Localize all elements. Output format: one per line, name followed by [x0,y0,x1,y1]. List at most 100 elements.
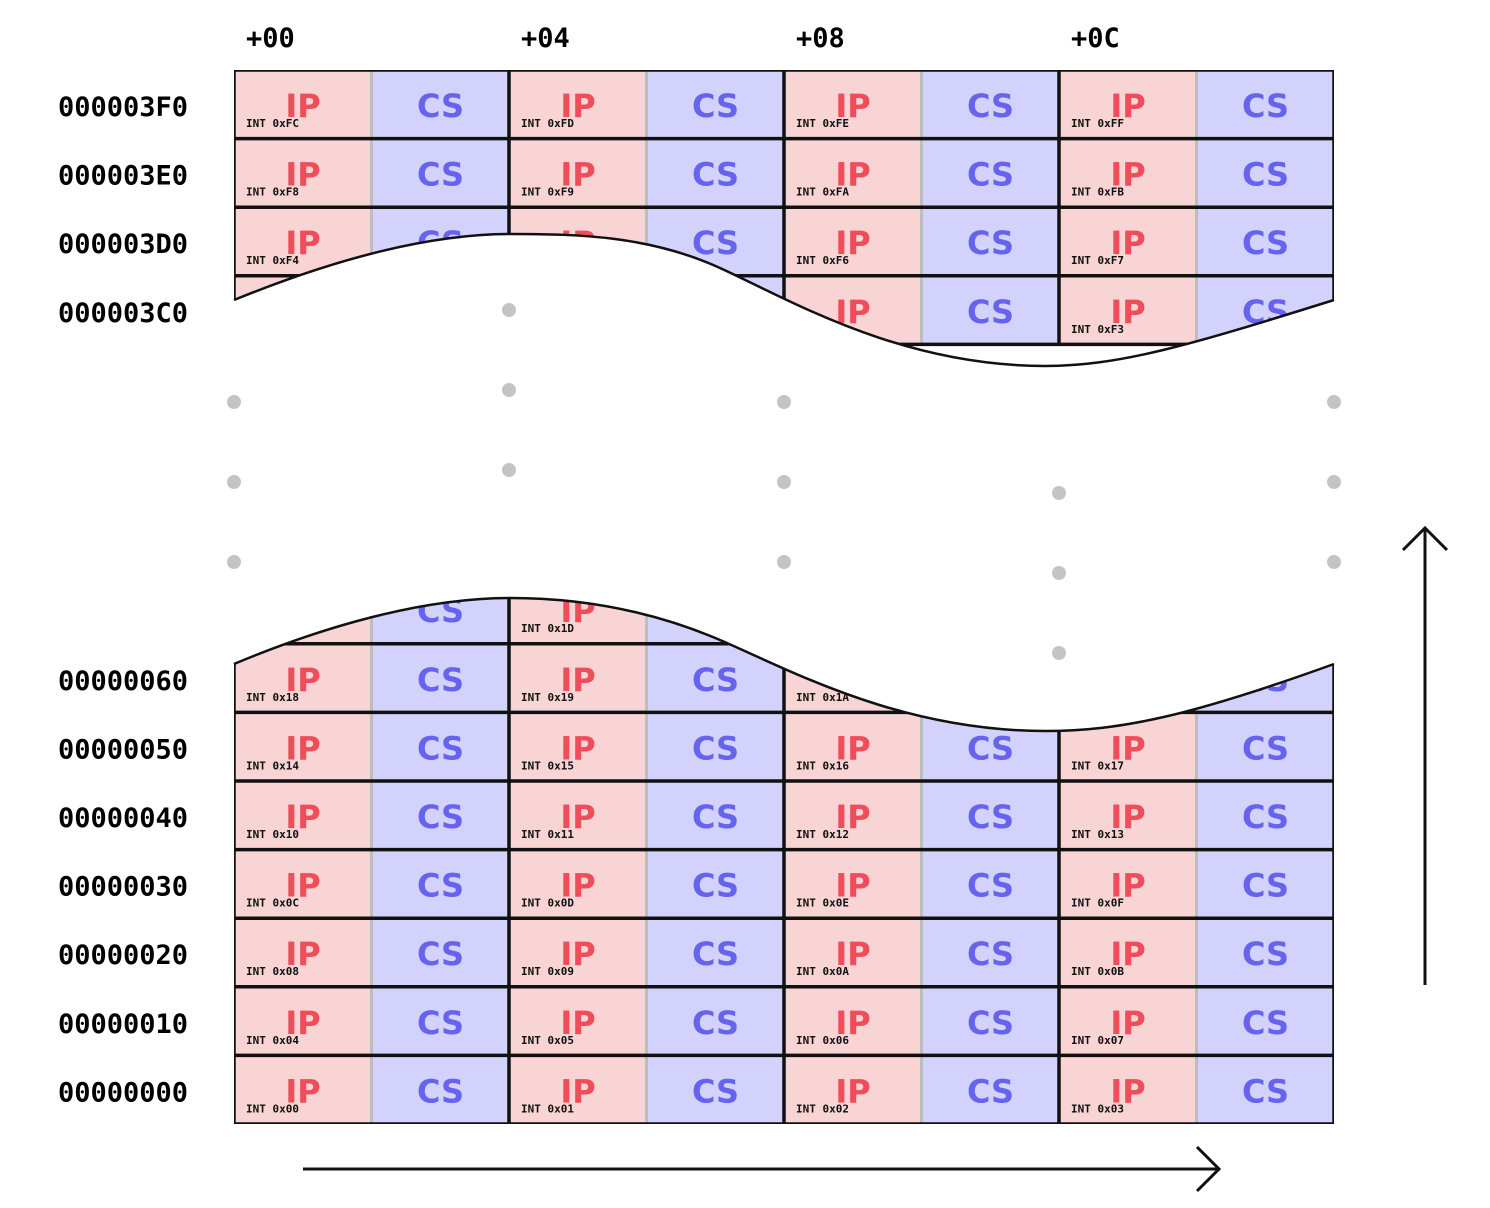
ellipsis-dot [777,555,791,569]
ellipsis-dot [1052,646,1066,660]
cs-cell [646,712,784,781]
cs-label: CS [417,87,464,125]
int-vector-label: INT 0xF4 [246,254,299,267]
cs-label: CS [1242,224,1289,262]
right-arrow-icon [303,1145,1222,1193]
ip-label: IP [285,224,320,262]
ip-label: IP [285,867,320,905]
int-vector-label: INT 0x13 [1071,828,1124,841]
cs-cell [371,1055,509,1124]
cs-cell [1196,849,1334,919]
cs-label: CS [967,1072,1014,1110]
cs-label: CS [967,867,1014,905]
cs-label: CS [417,156,464,194]
ip-label: IP [1110,592,1145,630]
ip-label: IP [560,224,595,262]
ip-cell [509,1055,647,1124]
cs-cell [1196,712,1334,781]
ellipsis-dot [1052,486,1066,500]
ip-label: IP [285,592,320,630]
ip-cell [234,1055,372,1124]
row-address: 00000040 [58,803,188,834]
cs-label: CS [1242,87,1289,125]
int-vector-label: INT 0x18 [246,691,299,704]
row-address: 000003D0 [58,229,188,260]
top-break-curve [233,232,1335,368]
cs-label: CS [967,798,1014,836]
column-headers: +00 +04 +08 +0C [246,23,1120,54]
row-address: 00000000 [58,1077,188,1108]
cs-cell [1196,138,1334,208]
ip-label: IP [835,224,870,262]
cs-cell [646,986,784,1056]
cs-cell [371,138,509,208]
ip-cell [234,712,372,781]
cs-label: CS [967,661,1014,699]
ip-label: IP [835,87,870,125]
cs-label: CS [417,798,464,836]
int-vector-label: INT 0x1A [796,691,849,704]
ellipsis-dot [502,303,516,317]
int-vector-label: INT 0x15 [521,759,574,772]
ip-label: IP [285,729,320,767]
cs-label: CS [1242,729,1289,767]
ip-label: IP [285,935,320,973]
cs-cell [371,207,509,276]
ip-cell [784,781,922,850]
row-address: 00000030 [58,872,188,903]
ellipsis-dots [227,303,1341,660]
int-vector-label: INT 0xFF [1071,117,1124,130]
cs-label: CS [692,798,739,836]
ip-cell [509,781,647,850]
ip-label: IP [835,798,870,836]
cs-label: CS [417,867,464,905]
ip-cell [509,70,647,139]
cs-cell [1196,781,1334,850]
cs-cell [921,918,1059,987]
cs-cell [646,275,784,345]
cs-label: CS [1242,592,1289,630]
ip-cell [1059,1055,1197,1124]
row-address: 00000020 [58,940,188,971]
cs-cell [921,275,1059,345]
cs-cell [921,849,1059,919]
cs-label: CS [1242,867,1289,905]
cs-cell [921,70,1059,139]
column-header: +00 [246,23,295,54]
ip-label: IP [560,729,595,767]
ip-cell [234,986,372,1056]
cs-label: CS [692,156,739,194]
cs-label: CS [1242,1004,1289,1042]
cs-cell [921,598,1059,644]
ip-label: IP [1110,935,1145,973]
cs-label: CS [692,729,739,767]
cs-label: CS [692,1072,739,1110]
int-vector-label: INT 0x19 [521,691,574,704]
ellipsis-dot [1052,566,1066,580]
ip-cell [1059,207,1197,276]
ellipsis-dot [1327,395,1341,409]
ellipsis-dot [1327,555,1341,569]
ip-label: IP [1110,798,1145,836]
cs-cell [371,275,509,345]
ip-cell [234,70,372,139]
cs-label: CS [417,661,464,699]
cs-label: CS [692,293,739,331]
int-vector-label: INT 0xF9 [521,186,574,199]
ip-label: IP [560,156,595,194]
cs-cell [921,1055,1059,1124]
ellipsis-dot [1327,475,1341,489]
int-vector-label: INT 0x11 [521,828,574,841]
ip-cell [234,138,372,208]
ellipsis-dot [777,395,791,409]
ip-label: IP [1110,156,1145,194]
cs-label: CS [692,87,739,125]
cs-cell [371,781,509,850]
cs-label: CS [692,224,739,262]
int-vector-label: INT 0x17 [1071,759,1124,772]
ellipsis-dot [502,383,516,397]
row-address: 00000010 [58,1009,188,1040]
ip-label: IP [835,867,870,905]
ip-label: IP [1110,87,1145,125]
